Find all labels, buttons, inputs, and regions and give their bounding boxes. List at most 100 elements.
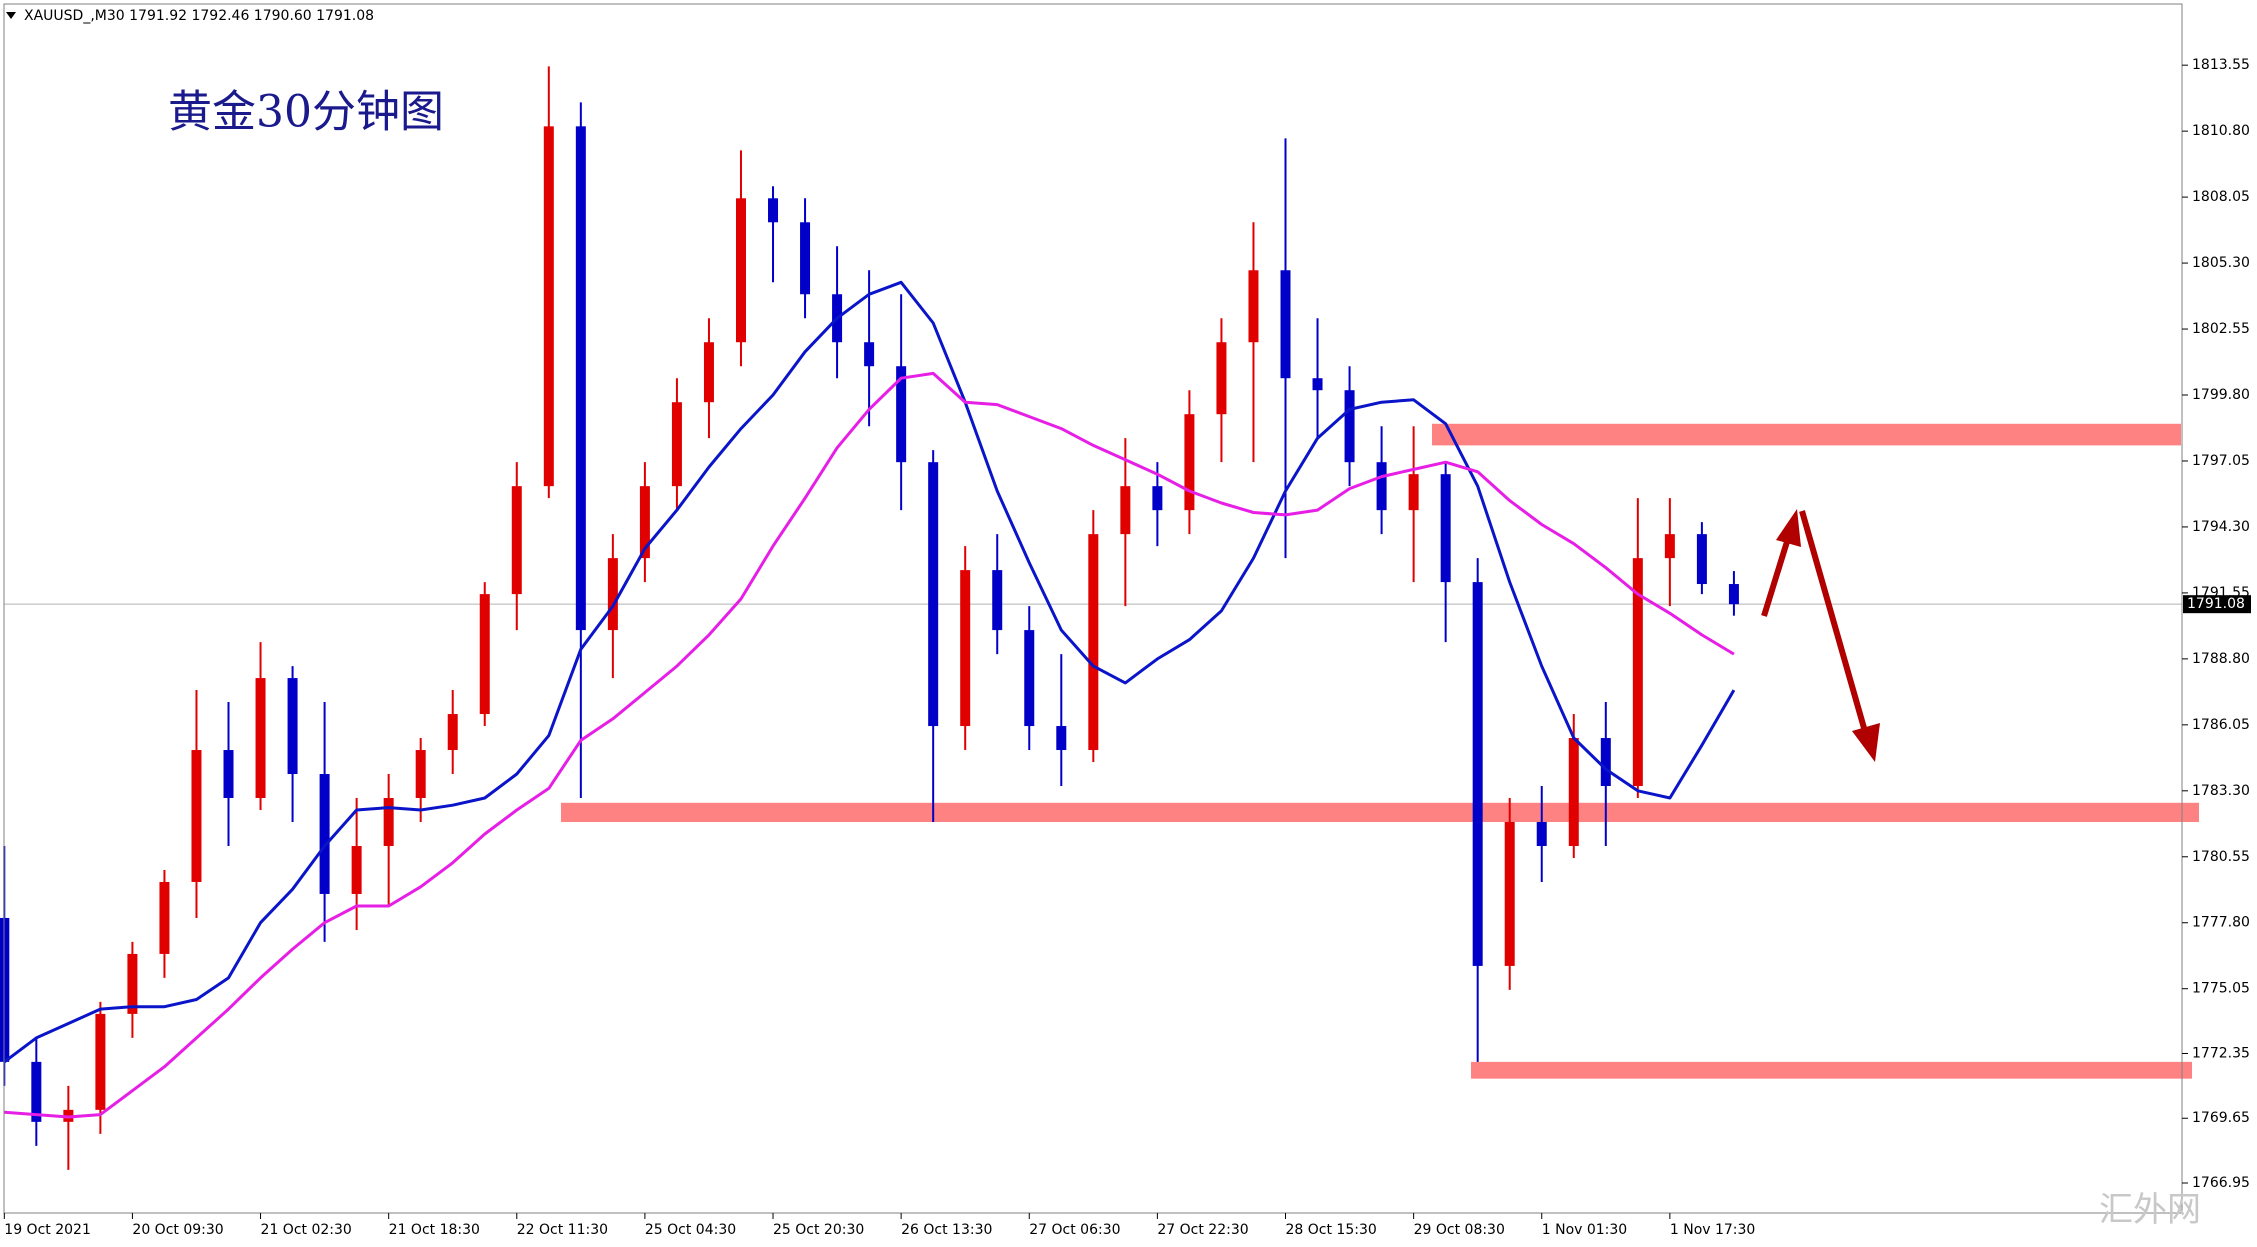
y-tick-label: 1769.65 <box>2192 1110 2250 1126</box>
candle-body <box>735 198 746 343</box>
candle-body <box>1696 534 1707 585</box>
candle-body <box>287 678 298 775</box>
candle-body <box>703 342 714 403</box>
candle-body <box>415 750 426 799</box>
candle-body <box>255 678 266 799</box>
candle-body <box>447 714 458 751</box>
candle-body <box>607 558 618 631</box>
plot-layer <box>0 66 2199 1170</box>
y-tick-label: 1805.30 <box>2192 255 2250 271</box>
candle-body <box>319 774 330 894</box>
x-tick-label: 28 Oct 15:30 <box>1286 1222 1377 1238</box>
candle-body <box>1536 821 1547 846</box>
y-tick-label: 1766.95 <box>2192 1175 2250 1191</box>
candle-body <box>31 1061 42 1122</box>
current-price-box <box>2183 595 2251 614</box>
current-price-label: 1791.08 <box>2187 596 2245 612</box>
y-tick-label: 1772.35 <box>2192 1045 2250 1061</box>
candle-body <box>639 486 650 559</box>
y-tick-label: 1786.05 <box>2192 717 2250 733</box>
candle-body <box>191 750 202 882</box>
x-tick-label: 25 Oct 20:30 <box>773 1222 864 1238</box>
y-tick-label: 1794.30 <box>2192 519 2250 535</box>
x-tick-label: 27 Oct 06:30 <box>1029 1222 1120 1238</box>
candle-body <box>511 486 522 595</box>
x-tick-label: 22 Oct 11:30 <box>517 1222 608 1238</box>
candle-body <box>864 342 875 367</box>
candle-body <box>223 750 234 799</box>
y-tick-label: 1813.55 <box>2192 57 2250 73</box>
candle-body <box>543 126 554 487</box>
candle-body <box>479 594 490 715</box>
moving-average <box>3 280 1736 1064</box>
x-tick-label: 19 Oct 2021 <box>4 1222 91 1238</box>
zone <box>1432 423 2181 446</box>
candle-body <box>383 798 394 846</box>
candle-body <box>1472 582 1483 966</box>
candle-body <box>575 126 586 631</box>
candle-body <box>1312 378 1323 391</box>
candle-body <box>1024 630 1035 727</box>
watermark: 汇外网 <box>2099 1190 2201 1230</box>
y-tick-label: 1808.05 <box>2192 189 2250 205</box>
y-tick-label: 1810.80 <box>2192 123 2250 139</box>
candle-body <box>1600 738 1611 787</box>
moving-average <box>4 371 1735 1119</box>
candle-body <box>1280 270 1291 379</box>
candle-body <box>896 366 907 463</box>
x-tick-label: 1 Nov 01:30 <box>1542 1222 1627 1238</box>
zone <box>561 802 2199 822</box>
x-tick-label: 21 Oct 18:30 <box>389 1222 480 1238</box>
candle-body <box>1376 462 1387 511</box>
arrow-down <box>1799 510 1880 762</box>
candle-body <box>159 881 170 954</box>
candle-body <box>1088 534 1099 751</box>
candle-body <box>351 845 362 894</box>
candle-body <box>1440 474 1451 583</box>
arrow-up <box>1761 509 1801 617</box>
candle-body <box>1216 342 1227 415</box>
y-tick-label: 1799.80 <box>2192 387 2250 403</box>
candle-body <box>1568 738 1579 846</box>
candle-body <box>800 222 811 295</box>
candle-body <box>1408 474 1419 511</box>
plot-frame <box>3 3 2183 1214</box>
candle-body <box>768 198 779 223</box>
chart-header: XAUUSD_,M30 1791.92 1792.46 1790.60 1791… <box>24 8 374 24</box>
chart-title: 黄金30分钟图 <box>168 87 444 138</box>
candle-body <box>960 570 971 727</box>
y-tick-label: 1777.80 <box>2192 915 2250 931</box>
candle-body <box>1632 558 1643 787</box>
candle-body <box>928 462 939 727</box>
y-tick-label: 1797.05 <box>2192 453 2250 469</box>
x-tick-label: 26 Oct 13:30 <box>901 1222 992 1238</box>
y-tick-label: 1788.80 <box>2192 651 2250 667</box>
candle-body <box>1344 390 1355 463</box>
x-tick-label: 29 Oct 08:30 <box>1414 1222 1505 1238</box>
candle-body <box>127 953 138 1014</box>
candle-body <box>0 917 10 1062</box>
candle-body <box>1152 486 1163 511</box>
x-tick-label: 21 Oct 02:30 <box>261 1222 352 1238</box>
x-tick-label: 25 Oct 04:30 <box>645 1222 736 1238</box>
candle-body <box>1056 726 1067 751</box>
y-tick-label: 1780.55 <box>2192 849 2250 865</box>
candle-body <box>671 402 682 487</box>
candle-body <box>1248 270 1259 343</box>
candle-body <box>1504 821 1515 966</box>
candle-body <box>95 1013 106 1110</box>
candle-body <box>1664 534 1675 559</box>
x-tick-label: 1 Nov 17:30 <box>1670 1222 1755 1238</box>
x-tick-label: 27 Oct 22:30 <box>1157 1222 1248 1238</box>
candle-body <box>1120 486 1131 535</box>
candle-body <box>1728 584 1739 605</box>
candle-body <box>1184 414 1195 511</box>
y-tick-label: 1775.05 <box>2192 981 2250 997</box>
y-tick-label: 1802.55 <box>2192 321 2250 337</box>
x-tick-label: 20 Oct 09:30 <box>132 1222 223 1238</box>
zone <box>1471 1061 2192 1079</box>
menu-triangle <box>6 12 16 19</box>
